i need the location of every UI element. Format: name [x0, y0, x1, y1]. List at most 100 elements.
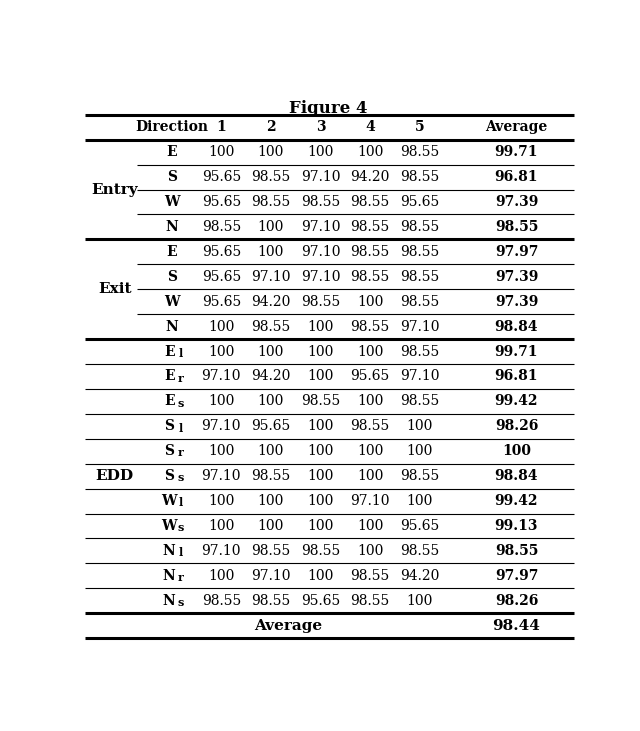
Text: 4: 4	[365, 120, 375, 135]
Text: l: l	[179, 547, 183, 558]
Text: 98.55: 98.55	[252, 195, 291, 209]
Text: 95.65: 95.65	[400, 519, 440, 533]
Text: 5: 5	[415, 120, 424, 135]
Text: 100: 100	[258, 494, 284, 508]
Text: W: W	[164, 195, 180, 209]
Text: Figure 4: Figure 4	[289, 100, 367, 117]
Text: Direction: Direction	[135, 120, 208, 135]
Text: 100: 100	[307, 494, 333, 508]
Text: 100: 100	[406, 494, 433, 508]
Text: 100: 100	[307, 369, 333, 384]
Text: 94.20: 94.20	[400, 569, 440, 583]
Text: 100: 100	[307, 344, 333, 358]
Text: 98.55: 98.55	[400, 170, 440, 184]
Text: 100: 100	[208, 395, 234, 409]
Text: 100: 100	[208, 494, 234, 508]
Text: 100: 100	[357, 395, 383, 409]
Text: 98.55: 98.55	[252, 170, 291, 184]
Text: 98.55: 98.55	[351, 220, 390, 234]
Text: 2: 2	[266, 120, 276, 135]
Text: 95.65: 95.65	[202, 195, 241, 209]
Text: 95.65: 95.65	[202, 245, 241, 259]
Text: 97.39: 97.39	[495, 295, 538, 308]
Text: 100: 100	[208, 519, 234, 533]
Text: 99.42: 99.42	[495, 395, 538, 409]
Text: EDD: EDD	[95, 469, 134, 483]
Text: 100: 100	[307, 319, 333, 333]
Text: s: s	[177, 597, 184, 608]
Text: 98.55: 98.55	[400, 344, 440, 358]
Text: 100: 100	[258, 245, 284, 259]
Text: 94.20: 94.20	[252, 295, 291, 308]
Text: 98.55: 98.55	[252, 469, 291, 483]
Text: 98.55: 98.55	[400, 544, 440, 558]
Text: 1: 1	[216, 120, 226, 135]
Text: s: s	[177, 472, 184, 483]
Text: 99.42: 99.42	[495, 494, 538, 508]
Text: N: N	[163, 594, 175, 607]
Text: S: S	[164, 469, 174, 483]
Text: W: W	[161, 494, 177, 508]
Text: 98.55: 98.55	[252, 544, 291, 558]
Text: 100: 100	[258, 344, 284, 358]
Text: 98.44: 98.44	[493, 618, 540, 633]
Text: W: W	[161, 519, 177, 533]
Text: 97.10: 97.10	[400, 319, 440, 333]
Text: 100: 100	[406, 420, 433, 433]
Text: 100: 100	[307, 569, 333, 583]
Text: 100: 100	[307, 420, 333, 433]
Text: 98.55: 98.55	[495, 220, 538, 234]
Text: 100: 100	[307, 145, 333, 159]
Text: 95.65: 95.65	[301, 594, 340, 607]
Text: Exit: Exit	[98, 282, 131, 296]
Text: 98.55: 98.55	[301, 295, 340, 308]
Text: 98.55: 98.55	[202, 594, 241, 607]
Text: 94.20: 94.20	[351, 170, 390, 184]
Text: N: N	[165, 319, 178, 333]
Text: l: l	[179, 348, 183, 359]
Text: Entry: Entry	[92, 183, 138, 197]
Text: Average: Average	[254, 618, 323, 633]
Text: 98.55: 98.55	[400, 145, 440, 159]
Text: E: E	[166, 245, 177, 259]
Text: 97.39: 97.39	[495, 270, 538, 284]
Text: 99.71: 99.71	[495, 145, 538, 159]
Text: E: E	[166, 145, 177, 159]
Text: 95.65: 95.65	[202, 170, 241, 184]
Text: r: r	[178, 447, 184, 458]
Text: E: E	[164, 344, 175, 358]
Text: 97.39: 97.39	[495, 195, 538, 209]
Text: S: S	[164, 444, 174, 458]
Text: 98.55: 98.55	[301, 195, 340, 209]
Text: 98.55: 98.55	[400, 295, 440, 308]
Text: 99.13: 99.13	[495, 519, 538, 533]
Text: 100: 100	[357, 295, 383, 308]
Text: 98.26: 98.26	[495, 594, 538, 607]
Text: 100: 100	[258, 220, 284, 234]
Text: 96.81: 96.81	[495, 369, 538, 384]
Text: r: r	[178, 572, 184, 583]
Text: 100: 100	[406, 594, 433, 607]
Text: 97.97: 97.97	[495, 245, 538, 259]
Text: 100: 100	[307, 519, 333, 533]
Text: 100: 100	[208, 319, 234, 333]
Text: N: N	[165, 220, 178, 234]
Text: 97.10: 97.10	[301, 220, 340, 234]
Text: N: N	[163, 544, 175, 558]
Text: 97.10: 97.10	[301, 245, 340, 259]
Text: 97.10: 97.10	[301, 270, 340, 284]
Text: 100: 100	[258, 519, 284, 533]
Text: 97.10: 97.10	[400, 369, 440, 384]
Text: N: N	[163, 569, 175, 583]
Text: 98.55: 98.55	[351, 195, 390, 209]
Text: 98.55: 98.55	[252, 319, 291, 333]
Text: 100: 100	[208, 444, 234, 458]
Text: 98.55: 98.55	[252, 594, 291, 607]
Text: 98.55: 98.55	[400, 469, 440, 483]
Text: 98.55: 98.55	[351, 420, 390, 433]
Text: 98.55: 98.55	[301, 395, 340, 409]
Text: 99.71: 99.71	[495, 344, 538, 358]
Text: 100: 100	[307, 469, 333, 483]
Text: 98.55: 98.55	[400, 220, 440, 234]
Text: 100: 100	[357, 519, 383, 533]
